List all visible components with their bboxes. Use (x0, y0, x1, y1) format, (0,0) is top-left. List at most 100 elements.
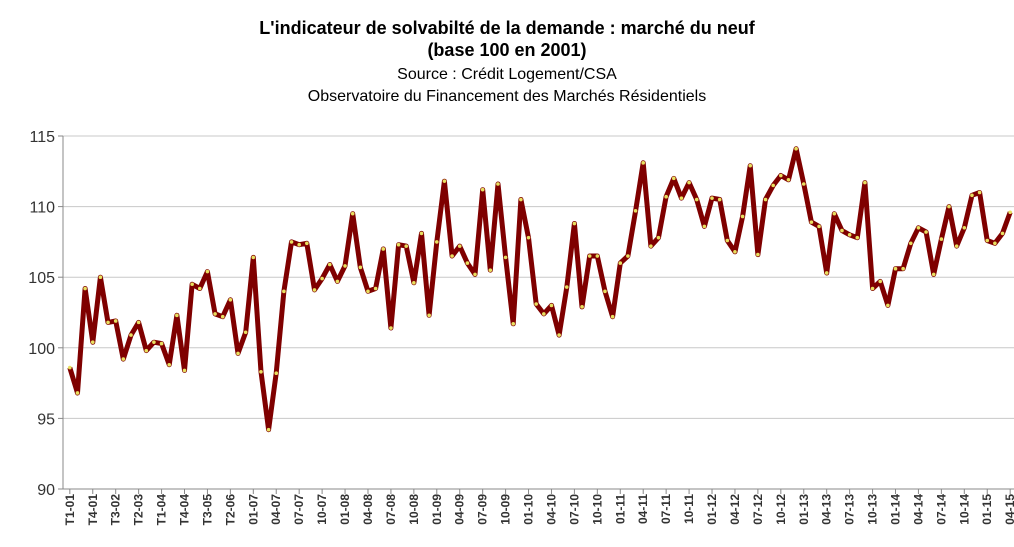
point (687, 180, 691, 185)
point (434, 240, 439, 244)
point (373, 286, 378, 291)
point (870, 286, 875, 291)
point (886, 303, 890, 308)
point (993, 241, 997, 246)
point (618, 261, 623, 265)
point (786, 177, 791, 182)
point (595, 254, 600, 258)
point (855, 235, 860, 240)
point (702, 224, 707, 229)
point (931, 272, 936, 277)
x-tick-label: 04-15 (1003, 494, 1014, 525)
x-tick-label: 10-11 (682, 494, 696, 524)
x-tick-label: 07-14 (934, 494, 948, 525)
point (121, 357, 126, 361)
x-tick-label: 01-13 (797, 494, 811, 525)
point (626, 254, 630, 258)
point (450, 254, 454, 258)
point (220, 314, 225, 319)
x-tick-label: 10-09 (499, 494, 513, 525)
point (159, 341, 164, 346)
x-tick-label: T2-06 (223, 494, 237, 526)
point (863, 180, 867, 185)
point (748, 163, 753, 168)
x-tick-label: 07-07 (292, 494, 306, 525)
x-tick-label: 04-13 (820, 494, 834, 525)
point (243, 330, 248, 335)
point (664, 194, 668, 199)
point (557, 333, 561, 337)
x-tick-label: 04-11 (636, 494, 650, 524)
point (335, 279, 340, 284)
x-tick-label: 07-11 (659, 494, 673, 524)
point (779, 173, 783, 178)
point (457, 244, 462, 248)
point (297, 242, 301, 247)
x-tick-label: T1-04 (155, 494, 169, 526)
x-tick-label: 04-07 (269, 494, 283, 525)
x-tick-label: T4-01 (86, 494, 100, 526)
point (962, 225, 967, 230)
point (68, 365, 72, 370)
point (809, 220, 814, 224)
point (763, 197, 768, 202)
point (228, 297, 233, 302)
point (1000, 231, 1005, 236)
point (236, 351, 240, 356)
x-tick-label: 01-09 (430, 494, 444, 525)
y-tick-label: 95 (37, 411, 55, 428)
x-tick-label: 04-09 (453, 494, 467, 525)
point (671, 176, 676, 181)
point (526, 235, 531, 240)
point (733, 249, 737, 254)
point (954, 244, 959, 248)
point (649, 244, 653, 248)
x-tick-label: 01-11 (613, 494, 627, 524)
point (442, 179, 447, 183)
x-tick-label: 10-10 (590, 494, 604, 525)
x-tick-label: 04-12 (728, 494, 742, 525)
point (289, 240, 294, 244)
chart-subtitle: Observatoire du Financement des Marchés … (308, 88, 706, 105)
point (106, 320, 110, 325)
point (412, 281, 416, 285)
chart-subtitle: Source : Crédit Logement/CSA (397, 66, 617, 83)
x-tick-label: 01-14 (889, 494, 903, 525)
point (251, 255, 256, 260)
chart-title: (base 100 en 2001) (427, 40, 586, 60)
x-tick-label: 01-12 (705, 494, 719, 525)
y-tick-label: 115 (29, 129, 55, 146)
point (274, 371, 279, 376)
point (320, 276, 324, 281)
point (633, 209, 638, 213)
x-tick-label: T1-01 (63, 494, 77, 526)
point (282, 289, 286, 294)
x-tick-label: 07-10 (567, 494, 581, 525)
x-tick-label: 01-10 (522, 494, 536, 525)
point (794, 146, 798, 151)
point (259, 370, 263, 374)
point (98, 275, 103, 280)
line (67, 146, 1013, 433)
point (197, 286, 202, 291)
y-tick-label: 100 (28, 341, 55, 358)
point (205, 269, 210, 274)
point (771, 183, 775, 188)
x-tick-label: 07-09 (476, 494, 490, 525)
point (656, 235, 661, 240)
point (587, 254, 592, 258)
point (167, 362, 172, 367)
point (419, 231, 424, 236)
x-tick-label: 10-12 (774, 494, 788, 525)
point (389, 326, 393, 330)
point (266, 427, 271, 432)
x-tick-label: 04-10 (544, 494, 558, 525)
point (305, 241, 309, 246)
point (136, 320, 141, 325)
point (580, 305, 584, 309)
point (503, 255, 508, 260)
point (519, 197, 523, 202)
point (129, 333, 133, 337)
point (717, 197, 722, 202)
